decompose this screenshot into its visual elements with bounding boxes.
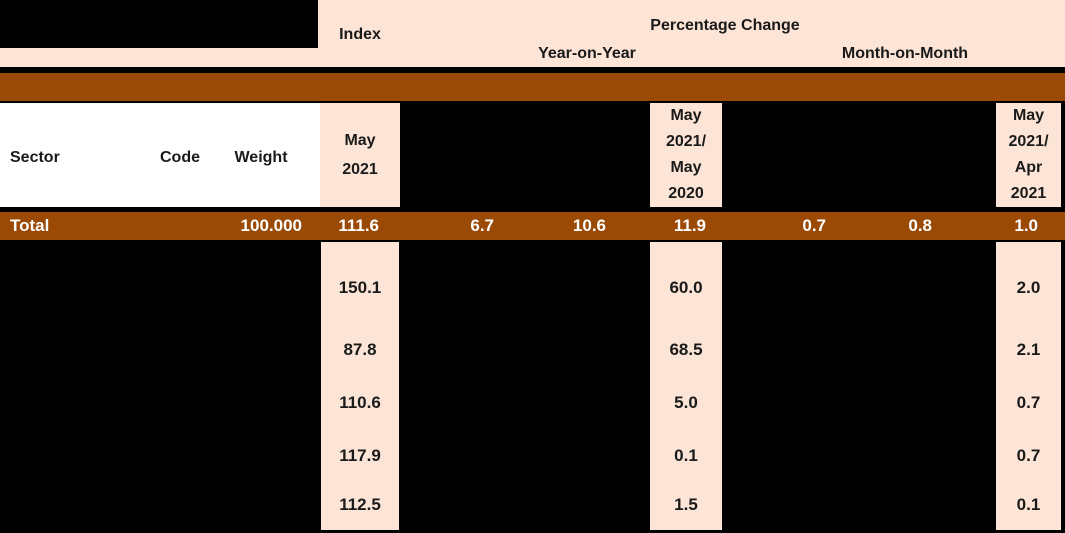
total-row: Total 100.000 111.6 6.7 10.6 11.9 0.7 0.… (0, 210, 1065, 242)
mom-column-strip: 2.0 2.1 0.7 0.7 0.1 (996, 242, 1061, 530)
yoy-period-line: May (670, 159, 702, 176)
total-index-value: 111.6 (338, 216, 379, 235)
mom-period-column-header: May 2021/ Apr 2021 (996, 103, 1061, 207)
yoy-cell: 68.5 (669, 340, 703, 359)
divider-bar (0, 70, 1065, 103)
index-cell: 150.1 (338, 278, 382, 297)
month-on-month-group-header: Month-on-Month (841, 45, 969, 62)
mom-period-line: May (1012, 107, 1045, 124)
mom-period-line: 2021 (1010, 185, 1047, 202)
yoy-cell: 0.1 (674, 446, 698, 465)
mom-cell: 0.7 (1016, 446, 1041, 465)
total-mom-value-3: 1.0 (1014, 216, 1038, 235)
mom-cell: 0.1 (1016, 495, 1041, 514)
column-header-row (0, 103, 320, 207)
index-period-column-header: May 2021 (320, 103, 400, 207)
yoy-period-line: May (670, 107, 702, 124)
index-period-line: May (344, 132, 376, 149)
yoy-cell: 60.0 (669, 278, 703, 297)
sector-column-header: Sector (10, 149, 60, 166)
yoy-period-line: 2021/ (665, 133, 707, 150)
yoy-cell: 5.0 (674, 393, 698, 412)
redacted-title-block (0, 0, 318, 48)
mom-cell: 2.1 (1016, 340, 1041, 359)
yoy-cell: 1.5 (674, 495, 698, 514)
mom-period-line: Apr (1014, 159, 1043, 176)
index-cell: 110.6 (339, 393, 381, 412)
mom-cell: 2.0 (1016, 278, 1041, 297)
total-weight-value: 100.000 (240, 216, 302, 235)
mom-period-line: 2021/ (1008, 133, 1049, 150)
yoy-column-strip: 60.0 68.5 5.0 0.1 1.5 (650, 242, 722, 530)
yoy-period-line: 2020 (668, 185, 704, 202)
mom-cell: 0.7 (1016, 393, 1041, 412)
index-period-line: 2021 (342, 161, 378, 178)
total-yoy-value-3: 11.9 (673, 216, 706, 235)
year-on-year-group-header: Year-on-Year (538, 45, 636, 62)
index-cell: 112.5 (339, 495, 381, 514)
yoy-period-column-header: May 2021/ May 2020 (650, 103, 722, 207)
index-column-strip: 150.1 87.8 110.6 117.9 112.5 (321, 242, 399, 530)
total-mom-value-2: 0.8 (908, 216, 932, 235)
index-cell: 87.8 (343, 340, 377, 359)
index-group-header: Index (339, 26, 381, 43)
total-yoy-value-1: 6.7 (470, 216, 494, 235)
weight-column-header: Weight (234, 149, 288, 166)
total-sector-label: Total (10, 216, 50, 235)
total-mom-value-1: 0.7 (802, 216, 826, 235)
index-cell: 117.9 (339, 446, 381, 465)
code-column-header: Code (160, 149, 200, 166)
total-yoy-value-2: 10.6 (572, 216, 606, 235)
percentage-change-group-header: Percentage Change (650, 17, 800, 34)
